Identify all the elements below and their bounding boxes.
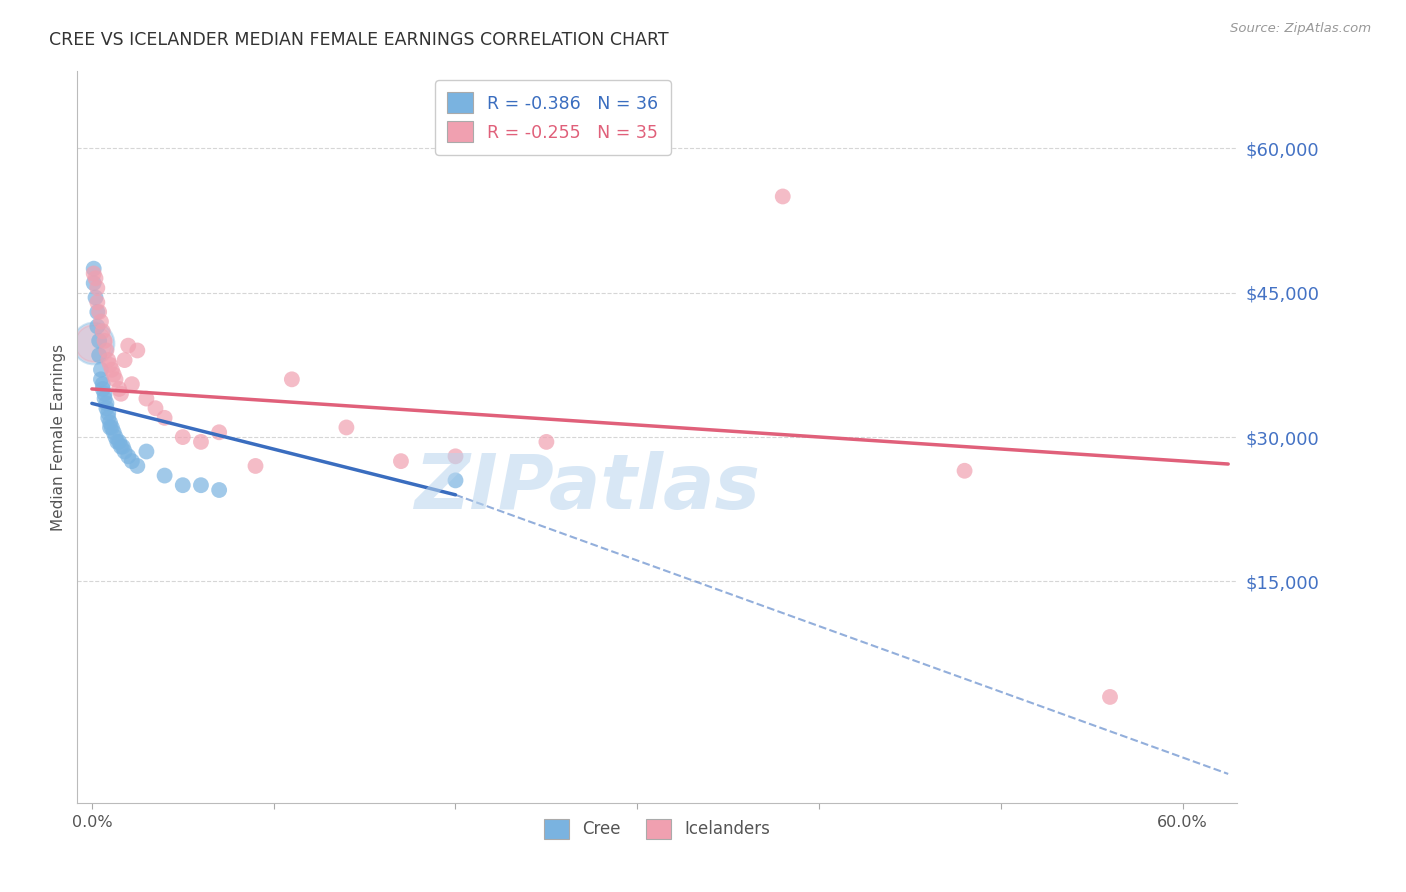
Point bbox=[117, 450, 139, 464]
Point bbox=[96, 343, 118, 358]
Point bbox=[91, 382, 114, 396]
Point bbox=[114, 353, 136, 368]
Point bbox=[91, 324, 114, 338]
Point bbox=[86, 281, 108, 295]
Point bbox=[108, 434, 131, 449]
Point bbox=[101, 420, 124, 434]
Point bbox=[127, 458, 149, 473]
Y-axis label: Median Female Earnings: Median Female Earnings bbox=[51, 343, 66, 531]
Point bbox=[83, 267, 105, 281]
Point bbox=[117, 338, 139, 352]
Point bbox=[91, 377, 114, 392]
Point bbox=[82, 335, 104, 350]
Point bbox=[104, 372, 127, 386]
Point bbox=[90, 315, 112, 329]
Point bbox=[93, 386, 115, 401]
Point bbox=[84, 271, 107, 285]
Point bbox=[135, 444, 157, 458]
Point bbox=[86, 295, 108, 310]
Point bbox=[103, 368, 125, 382]
Point bbox=[82, 335, 104, 350]
Point bbox=[110, 440, 132, 454]
Point bbox=[83, 261, 105, 276]
Point bbox=[89, 334, 111, 348]
Point bbox=[389, 454, 412, 468]
Point bbox=[98, 358, 121, 372]
Point bbox=[172, 430, 194, 444]
Point bbox=[105, 434, 128, 449]
Point bbox=[104, 430, 127, 444]
Point bbox=[1098, 690, 1121, 704]
Point bbox=[97, 353, 120, 368]
Point bbox=[172, 478, 194, 492]
Point bbox=[153, 410, 176, 425]
Text: Source: ZipAtlas.com: Source: ZipAtlas.com bbox=[1230, 22, 1371, 36]
Point bbox=[101, 362, 124, 376]
Point bbox=[114, 444, 136, 458]
Point bbox=[96, 396, 118, 410]
Text: ZIPatlas: ZIPatlas bbox=[415, 451, 761, 525]
Point bbox=[108, 382, 131, 396]
Point bbox=[110, 386, 132, 401]
Point bbox=[772, 189, 794, 203]
Point bbox=[98, 420, 121, 434]
Point bbox=[245, 458, 267, 473]
Point bbox=[190, 478, 212, 492]
Point bbox=[93, 334, 115, 348]
Point bbox=[111, 440, 134, 454]
Point bbox=[96, 401, 118, 416]
Point bbox=[86, 319, 108, 334]
Point bbox=[208, 425, 231, 440]
Point bbox=[89, 305, 111, 319]
Point bbox=[90, 362, 112, 376]
Point bbox=[84, 291, 107, 305]
Point bbox=[121, 377, 143, 392]
Point bbox=[98, 416, 121, 430]
Point bbox=[97, 406, 120, 420]
Point bbox=[127, 343, 149, 358]
Point bbox=[208, 483, 231, 497]
Point bbox=[89, 348, 111, 362]
Point bbox=[103, 425, 125, 440]
Point bbox=[444, 474, 467, 488]
Point bbox=[83, 276, 105, 290]
Point bbox=[93, 392, 115, 406]
Point bbox=[536, 434, 558, 449]
Point bbox=[444, 450, 467, 464]
Text: CREE VS ICELANDER MEDIAN FEMALE EARNINGS CORRELATION CHART: CREE VS ICELANDER MEDIAN FEMALE EARNINGS… bbox=[49, 31, 669, 49]
Point bbox=[97, 410, 120, 425]
Point bbox=[145, 401, 167, 416]
Point bbox=[90, 372, 112, 386]
Point bbox=[135, 392, 157, 406]
Point bbox=[153, 468, 176, 483]
Point bbox=[190, 434, 212, 449]
Legend: Cree, Icelanders: Cree, Icelanders bbox=[537, 812, 778, 846]
Point bbox=[86, 305, 108, 319]
Point bbox=[335, 420, 357, 434]
Point bbox=[281, 372, 304, 386]
Point bbox=[953, 464, 976, 478]
Point bbox=[121, 454, 143, 468]
